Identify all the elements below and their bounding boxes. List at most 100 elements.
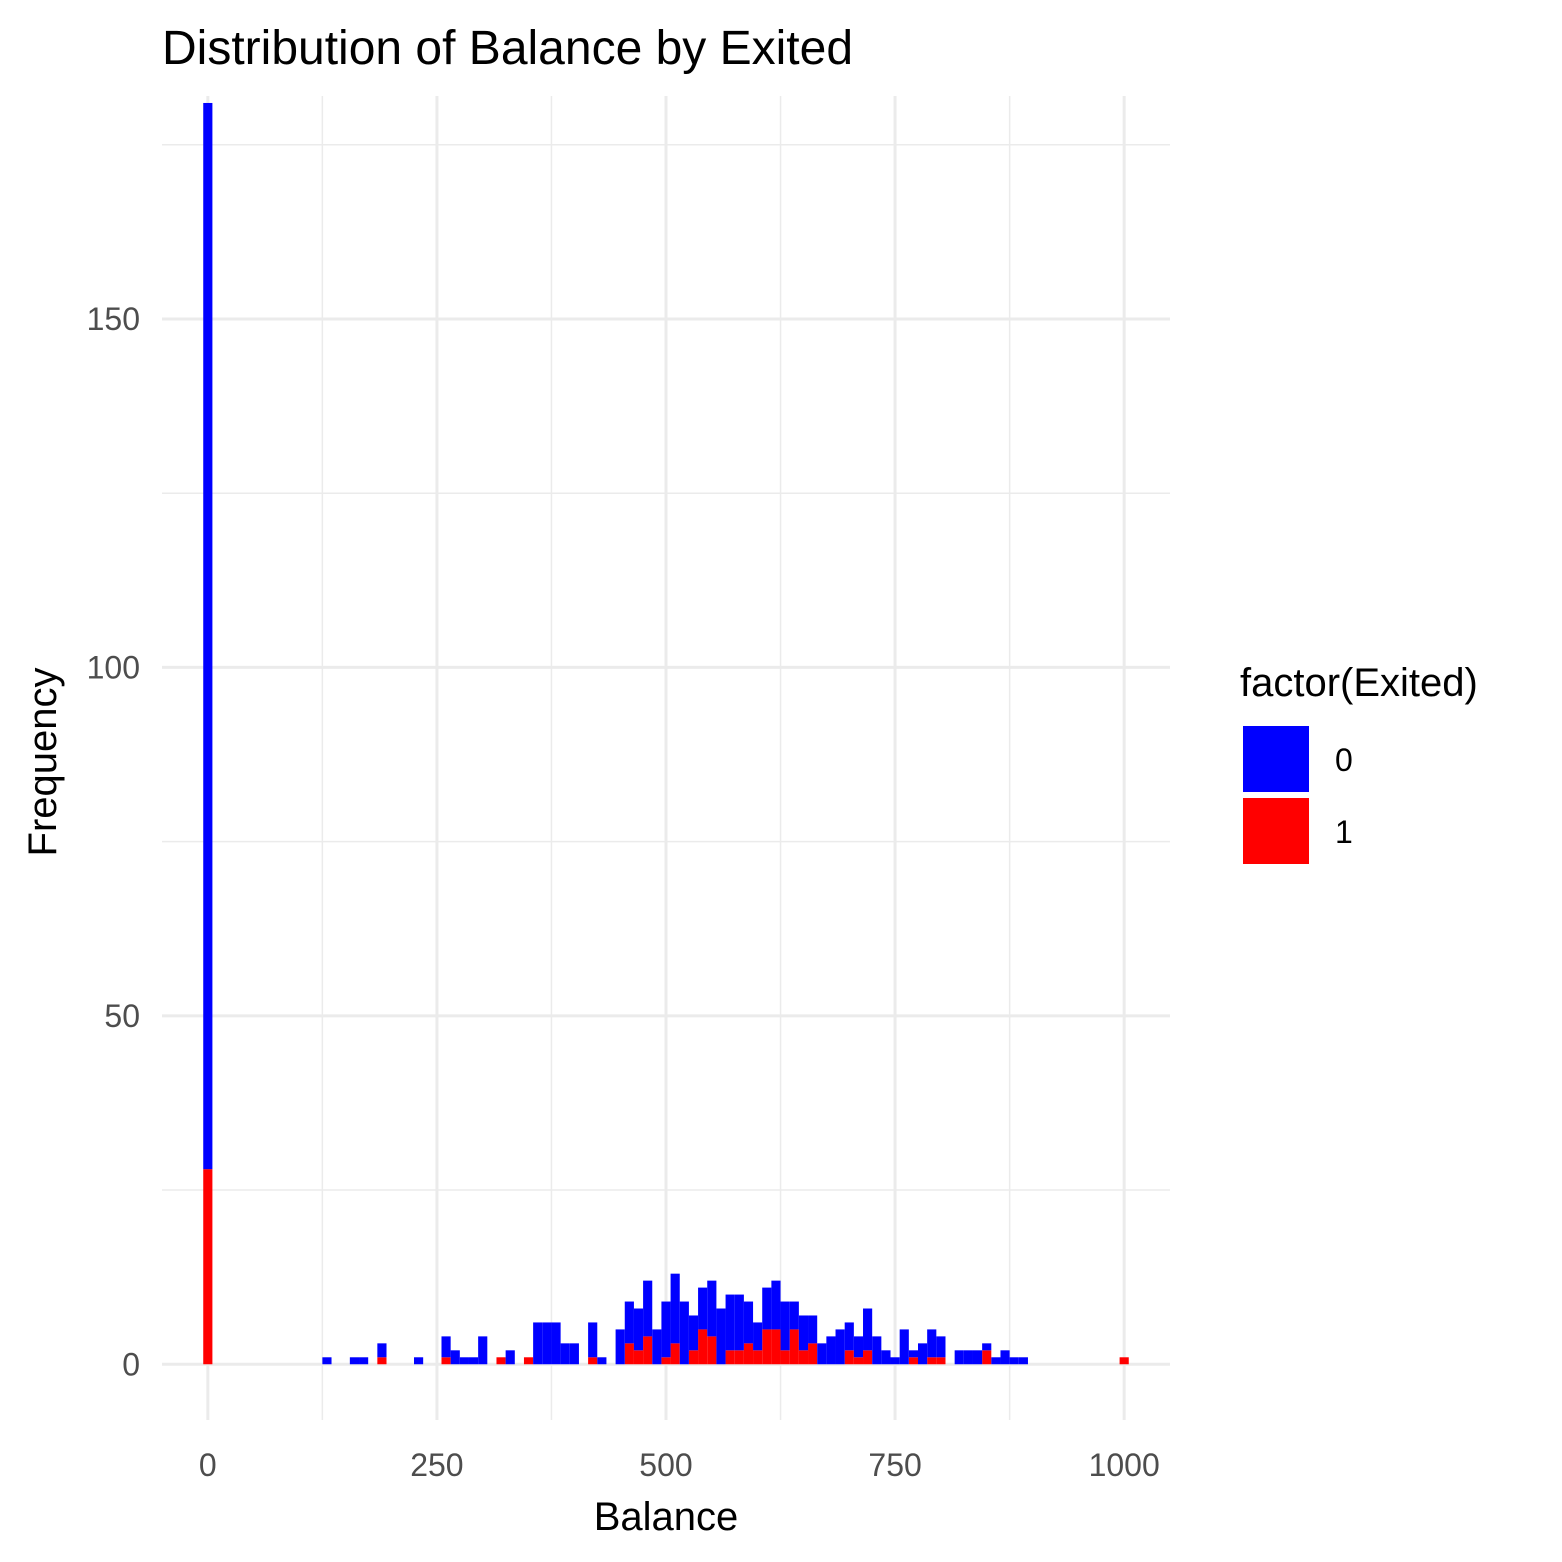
bar-exited-1 [927,1357,937,1365]
bar-exited-0 [643,1280,653,1337]
x-tick-label: 250 [410,1447,463,1483]
legend-swatch-0 [1243,726,1309,792]
bar-exited-0 [322,1357,332,1365]
bar-exited-1 [982,1350,992,1365]
bar-exited-1 [441,1357,451,1365]
legend-label-1: 1 [1335,814,1353,850]
bar-exited-1 [688,1350,699,1365]
bar-exited-1 [789,1329,799,1365]
bar-exited-0 [826,1336,836,1365]
bar-exited-0 [762,1287,772,1330]
x-tick-label: 0 [199,1447,217,1483]
bar-exited-0 [707,1280,717,1337]
bars [203,102,1129,1365]
bar-exited-0 [203,102,213,1170]
bar-exited-0 [624,1301,634,1344]
bar-exited-1 [496,1357,506,1365]
bar-exited-0 [734,1294,744,1351]
bar-exited-0 [743,1301,754,1344]
bar-exited-1 [908,1357,918,1365]
bar-exited-0 [1009,1357,1019,1365]
bar-exited-0 [533,1322,543,1365]
bar-exited-1 [798,1350,809,1365]
bar-exited-0 [597,1357,607,1365]
legend-items: 01 [1243,726,1353,864]
bar-exited-1 [853,1357,864,1365]
bar-exited-0 [652,1329,662,1365]
x-axis-title: Balance [594,1495,739,1539]
x-axis-ticks: 0 250 500 750 1000 [199,1447,1160,1483]
bar-exited-0 [633,1308,644,1351]
bar-exited-0 [908,1350,918,1358]
bar-exited-1 [734,1350,744,1365]
bar-exited-0 [359,1357,369,1365]
bar-exited-0 [753,1322,763,1351]
bar-exited-1 [707,1336,717,1365]
bar-exited-1 [661,1357,671,1365]
bar-exited-0 [588,1322,598,1358]
bar-exited-1 [762,1329,772,1365]
bar-exited-1 [377,1357,387,1365]
bar-exited-0 [1018,1357,1028,1365]
bar-exited-0 [551,1322,561,1365]
bar-exited-0 [468,1357,479,1365]
bar-exited-0 [963,1350,973,1365]
bar-exited-0 [560,1343,570,1365]
y-tick-label: 50 [104,998,140,1034]
bar-exited-0 [853,1336,864,1358]
bar-exited-0 [615,1329,625,1365]
legend-title: factor(Exited) [1240,661,1478,705]
y-axis-title: Frequency [21,668,65,857]
bar-exited-1 [863,1350,873,1365]
bar-exited-0 [991,1357,1001,1365]
bar-exited-1 [670,1343,680,1365]
legend: factor(Exited) 01 [1240,661,1478,864]
bar-exited-1 [1119,1357,1129,1365]
bar-exited-1 [633,1350,644,1365]
bar-exited-0 [1000,1350,1010,1365]
bar-exited-0 [899,1329,909,1365]
bar-exited-0 [716,1308,726,1365]
bar-exited-0 [982,1343,992,1351]
bar-exited-1 [643,1336,653,1365]
bar-exited-0 [441,1336,451,1358]
bar-exited-0 [789,1301,799,1330]
y-tick-label: 100 [87,649,140,685]
bar-exited-0 [872,1336,882,1365]
bar-exited-1 [588,1357,598,1365]
bar-exited-1 [203,1169,213,1365]
bar-exited-1 [725,1350,735,1365]
x-tick-label: 750 [868,1447,921,1483]
bar-exited-1 [780,1350,790,1365]
bar-exited-0 [771,1280,781,1330]
bar-exited-0 [459,1357,469,1365]
bar-exited-1 [936,1357,946,1365]
legend-label-0: 0 [1335,742,1353,778]
bar-exited-0 [349,1357,360,1365]
bar-exited-0 [661,1301,671,1358]
bar-exited-0 [918,1343,928,1365]
bar-exited-0 [569,1343,579,1365]
x-tick-label: 1000 [1089,1447,1160,1483]
bar-exited-0 [817,1343,827,1365]
bar-exited-1 [844,1350,854,1365]
bar-exited-1 [808,1343,818,1365]
bar-exited-1 [753,1350,763,1365]
legend-swatch-1 [1243,798,1309,864]
chart-title: Distribution of Balance by Exited [162,22,853,75]
bar-exited-0 [542,1322,552,1365]
y-tick-label: 0 [122,1346,140,1382]
bar-exited-0 [679,1301,689,1365]
bar-exited-0 [890,1357,900,1365]
bar-exited-0 [688,1315,699,1351]
bar-exited-0 [936,1336,946,1358]
bar-exited-0 [670,1273,680,1344]
bar-exited-0 [698,1287,708,1330]
bar-exited-0 [478,1336,488,1365]
bar-exited-0 [808,1315,818,1344]
y-tick-label: 150 [87,301,140,337]
x-tick-label: 500 [639,1447,692,1483]
bar-exited-0 [972,1350,983,1365]
bar-exited-1 [523,1357,534,1365]
